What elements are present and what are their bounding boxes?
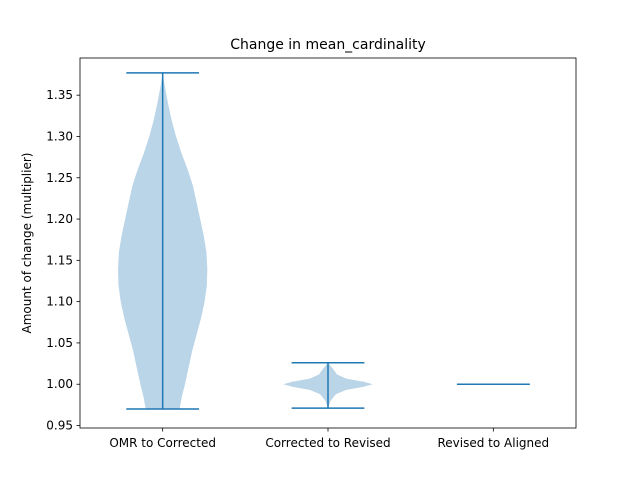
- y-tick-label: 1.00: [46, 377, 73, 391]
- chart-title: Change in mean_cardinality: [230, 37, 426, 53]
- y-tick-label: 1.25: [46, 171, 73, 185]
- x-tick-label: Corrected to Revised: [265, 436, 390, 450]
- y-tick-label: 1.10: [46, 295, 73, 309]
- y-axis: 0.95 1.00 1.05 1.10 1.15 1.20 1.25 1.30 1.35: [46, 88, 80, 433]
- y-tick-label: 1.20: [46, 212, 73, 226]
- violin-2: [283, 362, 373, 409]
- y-tick-label: 1.35: [46, 88, 73, 102]
- x-axis: OMR to Corrected Corrected to Revised Revi…: [109, 428, 549, 450]
- x-tick-label: Revised to Aligned: [438, 436, 550, 450]
- x-tick-label: OMR to Corrected: [109, 436, 216, 450]
- y-tick-label: 1.30: [46, 129, 73, 143]
- y-tick-label: 0.95: [46, 419, 73, 433]
- plot-layer: [118, 72, 530, 410]
- y-tick-label: 1.15: [46, 253, 73, 267]
- y-tick-label: 1.05: [46, 336, 73, 350]
- violin-1: [118, 72, 208, 410]
- y-axis-label: Amount of change (multiplier): [20, 153, 34, 334]
